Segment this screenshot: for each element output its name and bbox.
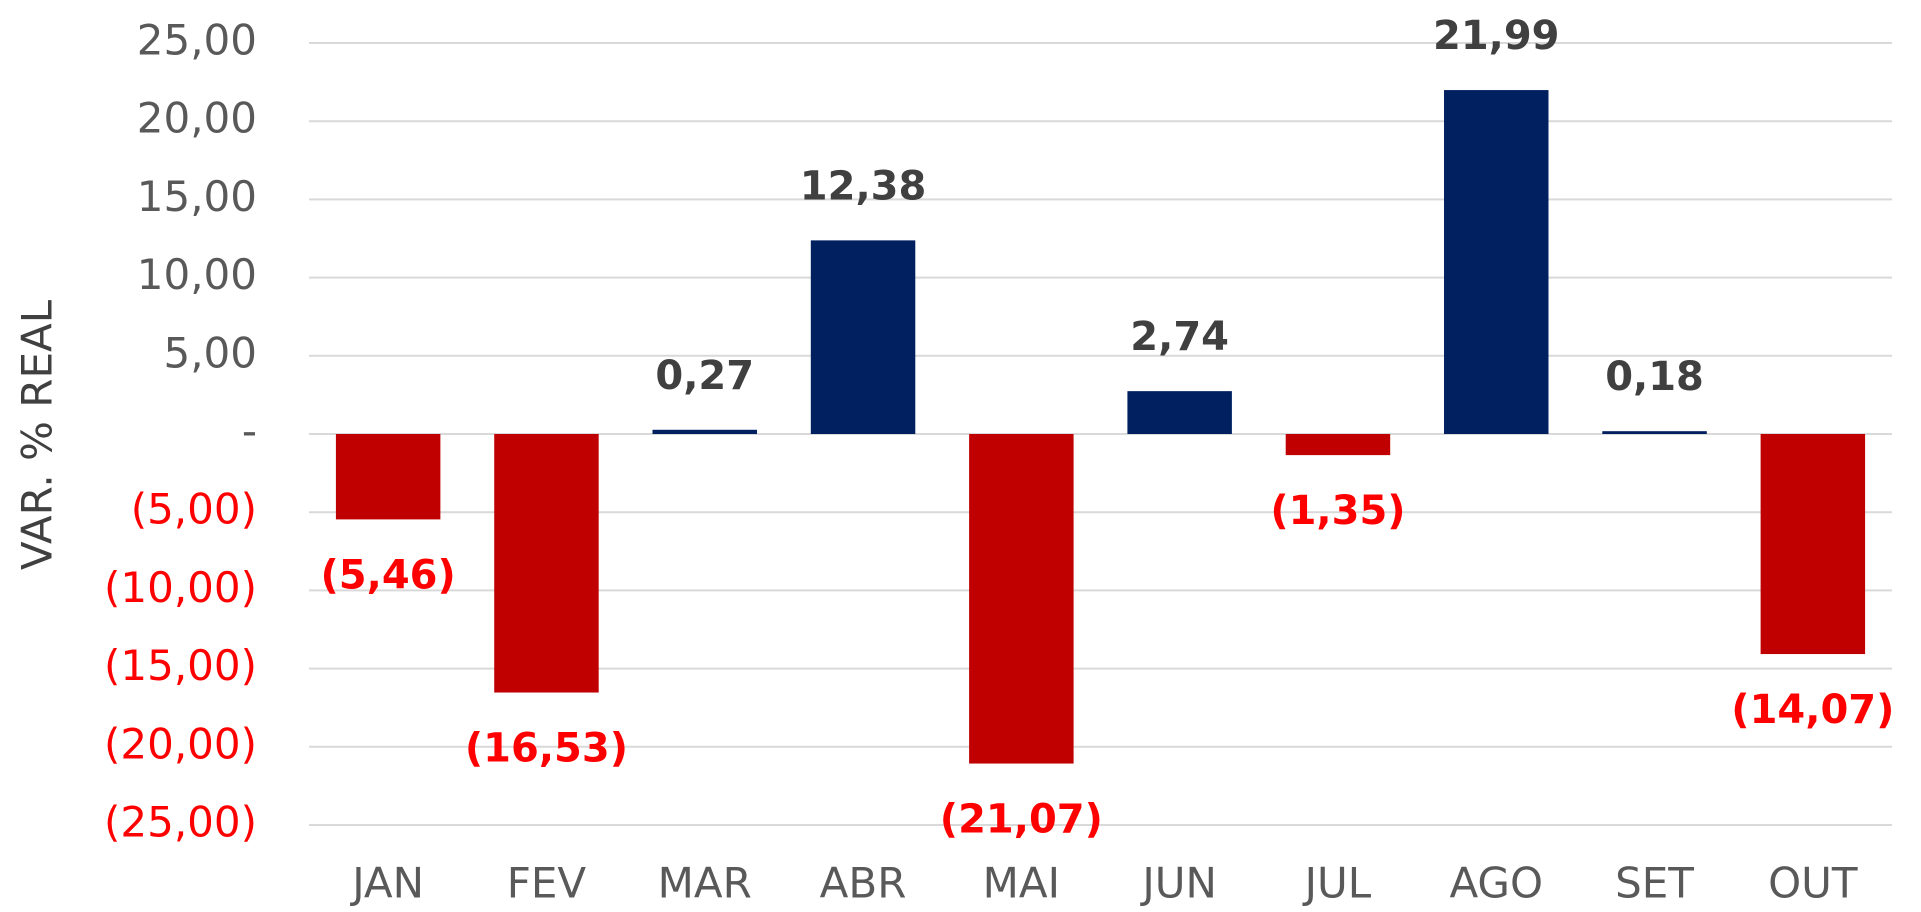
x-tick-label: MAI xyxy=(983,859,1060,908)
y-tick-label: (25,00) xyxy=(104,798,257,847)
bar xyxy=(1444,90,1549,434)
bar xyxy=(652,429,757,434)
x-tick-label: OUT xyxy=(1768,859,1858,908)
data-label: (14,07) xyxy=(1731,687,1894,733)
data-label: 0,18 xyxy=(1605,354,1704,400)
x-tick-label: JUL xyxy=(1302,859,1372,908)
y-tick-label: (5,00) xyxy=(131,485,257,534)
bar xyxy=(1760,434,1866,655)
data-label: (21,07) xyxy=(940,797,1103,843)
bar xyxy=(1127,391,1232,434)
bar xyxy=(335,434,441,520)
data-label: (5,46) xyxy=(321,552,456,598)
y-tick-label: 20,00 xyxy=(137,94,257,143)
y-tick-label: (10,00) xyxy=(104,563,257,612)
x-tick-label: MAR xyxy=(658,859,752,908)
x-tick-label: AGO xyxy=(1449,859,1543,908)
y-tick-label: 10,00 xyxy=(137,250,257,299)
data-label: 21,99 xyxy=(1433,13,1560,59)
bar xyxy=(810,240,916,434)
bar xyxy=(494,434,599,693)
data-label: (16,53) xyxy=(465,726,628,772)
y-tick-label: - xyxy=(242,407,257,456)
x-tick-label: ABR xyxy=(820,859,907,908)
y-tick-label: (20,00) xyxy=(104,719,257,768)
x-tick-label: FEV xyxy=(507,859,587,908)
y-tick-label: 5,00 xyxy=(163,328,257,377)
data-label: 0,27 xyxy=(655,353,754,399)
bar xyxy=(1285,434,1391,456)
y-tick-label: (15,00) xyxy=(104,641,257,690)
y-tick-label: 15,00 xyxy=(137,172,257,221)
y-tick-label: 25,00 xyxy=(137,16,257,65)
x-tick-label: SET xyxy=(1615,859,1694,908)
bar xyxy=(1602,431,1707,434)
x-tick-label: JAN xyxy=(349,859,424,908)
data-label: 12,38 xyxy=(800,163,927,209)
data-label: (1,35) xyxy=(1270,488,1405,534)
y-axis-title: VAR. % REAL xyxy=(13,299,62,570)
x-tick-label: JUN xyxy=(1139,859,1217,908)
bar xyxy=(969,434,1074,764)
data-label: 2,74 xyxy=(1130,314,1229,360)
